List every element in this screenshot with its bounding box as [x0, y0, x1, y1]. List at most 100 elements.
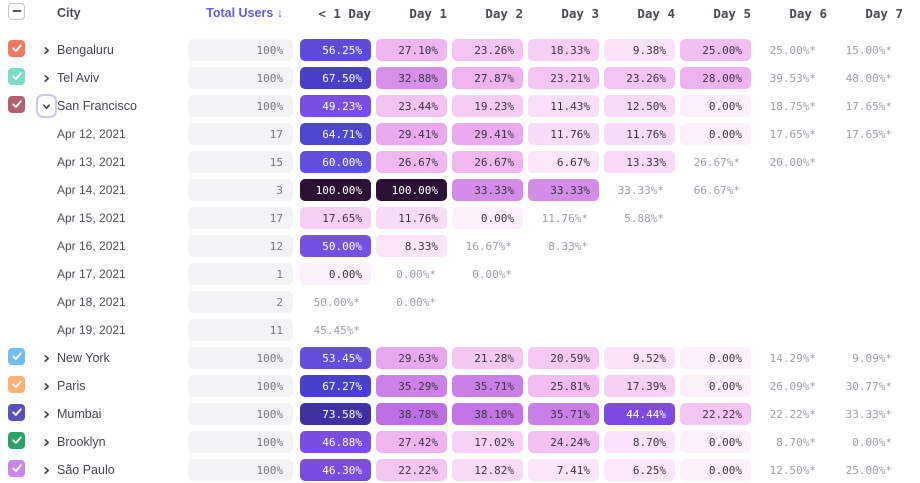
retention-cell[interactable]: 19.23% [452, 95, 523, 117]
expand-toggle[interactable] [38, 69, 56, 87]
retention-cell[interactable]: 53.45% [300, 347, 371, 369]
row-checkbox[interactable] [8, 67, 25, 85]
retention-cell[interactable]: 33.33% [452, 179, 523, 201]
retention-cell[interactable]: 100.00% [300, 179, 371, 201]
retention-cell[interactable]: 9.52% [604, 347, 675, 369]
retention-cell[interactable]: 27.42% [376, 431, 447, 453]
expand-toggle[interactable] [38, 349, 56, 367]
column-header-city[interactable]: City [57, 6, 81, 20]
retention-cell[interactable]: 35.29% [376, 375, 447, 397]
column-header-d6[interactable]: Day 6 [789, 5, 827, 21]
retention-cell[interactable]: 73.58% [300, 403, 371, 425]
retention-cell[interactable]: 28.00% [680, 67, 751, 89]
retention-cell[interactable]: 11.76% [528, 123, 599, 145]
retention-cell[interactable]: 17.65% [300, 207, 371, 229]
retention-cell[interactable]: 18.33% [528, 39, 599, 61]
retention-cell[interactable]: 25.00% [680, 39, 751, 61]
total-users-cell[interactable]: 100% [188, 459, 293, 481]
retention-cell[interactable]: 6.25% [604, 459, 675, 481]
retention-cell[interactable]: 26.67% [376, 151, 447, 173]
total-users-cell[interactable]: 100% [188, 67, 293, 89]
retention-cell[interactable]: 32.88% [376, 67, 447, 89]
retention-cell[interactable]: 12.82% [452, 459, 523, 481]
total-users-cell[interactable]: 12 [188, 235, 293, 257]
retention-cell[interactable]: 0.00% [680, 431, 751, 453]
retention-cell[interactable]: 26.67% [452, 151, 523, 173]
column-header-d2[interactable]: Day 2 [485, 5, 523, 21]
retention-cell[interactable]: 6.67% [528, 151, 599, 173]
total-users-cell[interactable]: 3 [188, 179, 293, 201]
retention-cell[interactable]: 0.00% [300, 263, 371, 285]
expand-toggle[interactable] [38, 461, 56, 479]
total-users-cell[interactable]: 100% [188, 39, 293, 61]
retention-cell[interactable]: 23.44% [376, 95, 447, 117]
retention-cell[interactable]: 0.00% [680, 375, 751, 397]
retention-cell[interactable]: 24.24% [528, 431, 599, 453]
column-header-d5[interactable]: Day 5 [713, 5, 751, 21]
retention-cell[interactable]: 33.33% [528, 179, 599, 201]
retention-cell[interactable]: 46.88% [300, 431, 371, 453]
column-header-d4[interactable]: Day 4 [637, 5, 675, 21]
retention-cell[interactable]: 12.50% [604, 95, 675, 117]
total-users-cell[interactable]: 1 [188, 263, 293, 285]
expand-toggle[interactable] [38, 377, 56, 395]
row-checkbox[interactable] [8, 431, 25, 449]
retention-cell[interactable]: 44.44% [604, 403, 675, 425]
retention-cell[interactable]: 27.10% [376, 39, 447, 61]
retention-cell[interactable]: 20.59% [528, 347, 599, 369]
retention-cell[interactable]: 29.41% [376, 123, 447, 145]
row-checkbox[interactable] [8, 459, 25, 477]
expand-toggle[interactable] [36, 94, 57, 118]
row-checkbox[interactable] [8, 39, 25, 57]
column-header-d3[interactable]: Day 3 [561, 5, 599, 21]
retention-cell[interactable]: 46.30% [300, 459, 371, 481]
retention-cell[interactable]: 0.00% [680, 347, 751, 369]
retention-cell[interactable]: 29.63% [376, 347, 447, 369]
total-users-cell[interactable]: 11 [188, 319, 293, 341]
retention-cell[interactable]: 8.33% [376, 235, 447, 257]
retention-cell[interactable]: 7.41% [528, 459, 599, 481]
retention-cell[interactable]: 50.00% [300, 235, 371, 257]
column-header-d1[interactable]: Day 1 [409, 5, 447, 21]
row-checkbox[interactable] [8, 403, 25, 421]
select-all-checkbox[interactable] [8, 2, 25, 20]
total-users-cell[interactable]: 17 [188, 207, 293, 229]
retention-cell[interactable]: 23.26% [452, 39, 523, 61]
total-users-cell[interactable]: 100% [188, 403, 293, 425]
total-users-cell[interactable]: 100% [188, 95, 293, 117]
column-header-total[interactable]: Total Users ↓ [206, 6, 283, 20]
total-users-cell[interactable]: 100% [188, 347, 293, 369]
retention-cell[interactable]: 0.00% [680, 459, 751, 481]
total-users-cell[interactable]: 2 [188, 291, 293, 313]
retention-cell[interactable]: 67.50% [300, 67, 371, 89]
retention-cell[interactable]: 21.28% [452, 347, 523, 369]
retention-cell[interactable]: 11.76% [604, 123, 675, 145]
retention-cell[interactable]: 38.78% [376, 403, 447, 425]
retention-cell[interactable]: 9.38% [604, 39, 675, 61]
total-users-cell[interactable]: 100% [188, 431, 293, 453]
retention-cell[interactable]: 38.10% [452, 403, 523, 425]
retention-cell[interactable]: 0.00% [452, 207, 523, 229]
expand-toggle[interactable] [38, 405, 56, 423]
column-header-d7[interactable]: Day 7 [865, 5, 903, 21]
retention-cell[interactable]: 0.00% [680, 123, 751, 145]
retention-cell[interactable]: 64.71% [300, 123, 371, 145]
retention-cell[interactable]: 11.76% [376, 207, 447, 229]
retention-cell[interactable]: 0.00% [680, 95, 751, 117]
row-checkbox[interactable] [8, 347, 25, 365]
retention-cell[interactable]: 35.71% [528, 403, 599, 425]
retention-cell[interactable]: 22.22% [376, 459, 447, 481]
row-checkbox[interactable] [8, 95, 25, 113]
retention-cell[interactable]: 25.81% [528, 375, 599, 397]
retention-cell[interactable]: 56.25% [300, 39, 371, 61]
total-users-cell[interactable]: 17 [188, 123, 293, 145]
column-header-d0[interactable]: < 1 Day [318, 5, 371, 21]
retention-cell[interactable]: 60.00% [300, 151, 371, 173]
retention-cell[interactable]: 17.39% [604, 375, 675, 397]
retention-cell[interactable]: 27.87% [452, 67, 523, 89]
retention-cell[interactable]: 35.71% [452, 375, 523, 397]
retention-cell[interactable]: 67.27% [300, 375, 371, 397]
retention-cell[interactable]: 23.26% [604, 67, 675, 89]
retention-cell[interactable]: 11.43% [528, 95, 599, 117]
retention-cell[interactable]: 29.41% [452, 123, 523, 145]
